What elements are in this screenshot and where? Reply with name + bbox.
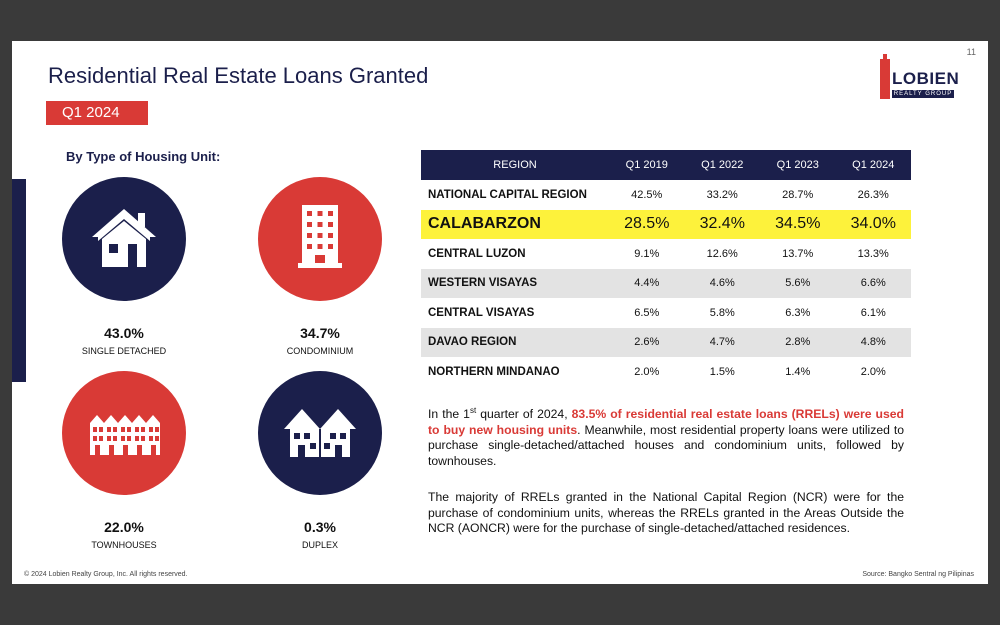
cell-value: 4.6%	[684, 268, 760, 298]
column-header-q1-2019: Q1 2019	[609, 150, 685, 180]
region-name: CENTRAL VISAYAS	[421, 298, 609, 328]
cell-value: 2.0%	[835, 357, 911, 387]
slide: 11 Residential Real Estate Loans Granted…	[12, 41, 988, 584]
townhouses-icon	[62, 371, 186, 495]
table-row: DAVAO REGION 2.6% 4.7% 2.8% 4.8%	[421, 327, 911, 357]
paragraph-text: quarter of 2024,	[476, 407, 572, 422]
company-logo: LOBIEN REALTY GROUP	[878, 54, 960, 101]
cell-value: 13.7%	[760, 239, 836, 269]
house-icon	[62, 177, 186, 301]
housing-unit-single-detached: 43.0% SINGLE DETACHED	[44, 177, 204, 356]
cell-value: 2.0%	[609, 357, 685, 387]
highlighted-statement: 83.5% of residential real estate loans (…	[428, 407, 904, 437]
table-header-row: REGION Q1 2019 Q1 2022 Q1 2023 Q1 2024	[421, 150, 911, 180]
summary-paragraph-1: In the 1st quarter of 2024, 83.5% of res…	[428, 403, 904, 469]
table-row: CENTRAL LUZON 9.1% 12.6% 13.7% 13.3%	[421, 239, 911, 269]
region-share-table: REGION Q1 2019 Q1 2022 Q1 2023 Q1 2024 N…	[421, 150, 911, 387]
cell-value: 6.5%	[609, 298, 685, 328]
housing-unit-townhouses: 22.0% TOWNHOUSES	[44, 371, 204, 550]
region-name: WESTERN VISAYAS	[421, 268, 609, 298]
paragraph-text: In the 1	[428, 407, 470, 422]
cell-value: 6.1%	[835, 298, 911, 328]
housing-unit-condominium: 34.7% CONDOMINIUM	[240, 177, 400, 356]
copyright-footer: © 2024 Lobien Realty Group, Inc. All rig…	[24, 571, 188, 578]
unit-label: SINGLE DETACHED	[81, 346, 167, 356]
cell-value: 2.6%	[609, 327, 685, 357]
region-name: CALABARZON	[421, 209, 609, 239]
unit-percent: 0.3%	[304, 519, 336, 535]
cell-value: 26.3%	[835, 180, 911, 210]
duplex-icon	[258, 371, 382, 495]
cell-value: 6.6%	[835, 268, 911, 298]
cell-value: 2.8%	[760, 327, 836, 357]
paragraph-text: . Meanwhile, most residential property l…	[428, 422, 904, 468]
housing-type-heading: By Type of Housing Unit:	[66, 149, 221, 164]
cell-value: 9.1%	[609, 239, 685, 269]
region-name: CENTRAL LUZON	[421, 239, 609, 269]
table-row: CENTRAL VISAYAS 6.5% 5.8% 6.3% 6.1%	[421, 298, 911, 328]
cell-value: 12.6%	[684, 239, 760, 269]
region-name: NORTHERN MINDANAO	[421, 357, 609, 387]
table-row: WESTERN VISAYAS 4.4% 4.6% 5.6% 6.6%	[421, 268, 911, 298]
cell-value: 33.2%	[684, 180, 760, 210]
quarter-badge: Q1 2024	[46, 101, 148, 125]
logo-name: LOBIEN	[892, 69, 960, 88]
unit-label: DUPLEX	[301, 540, 338, 550]
unit-percent: 22.0%	[104, 519, 144, 535]
unit-percent: 43.0%	[104, 325, 144, 341]
page-title: Residential Real Estate Loans Granted	[48, 63, 429, 88]
cell-value: 32.4%	[684, 209, 760, 239]
region-name: NATIONAL CAPITAL REGION	[421, 180, 609, 210]
page-number: 11	[966, 47, 976, 57]
unit-percent: 34.7%	[300, 325, 340, 341]
cell-value: 13.3%	[835, 239, 911, 269]
logo-tagline: REALTY GROUP	[892, 90, 954, 98]
cell-value: 34.5%	[760, 209, 836, 239]
unit-label: CONDOMINIUM	[286, 346, 354, 356]
cell-value: 28.5%	[609, 209, 685, 239]
building-icon	[258, 177, 382, 301]
region-name: DAVAO REGION	[421, 327, 609, 357]
cell-value: 34.0%	[835, 209, 911, 239]
table-row: NORTHERN MINDANAO 2.0% 1.5% 1.4% 2.0%	[421, 357, 911, 387]
source-footer: Source: Bangko Sentral ng Pilipinas	[862, 571, 974, 578]
column-header-q1-2022: Q1 2022	[684, 150, 760, 180]
housing-unit-duplex: 0.3% DUPLEX	[240, 371, 400, 550]
column-header-q1-2023: Q1 2023	[760, 150, 836, 180]
column-header-region: REGION	[421, 150, 609, 180]
cell-value: 5.8%	[684, 298, 760, 328]
cell-value: 1.5%	[684, 357, 760, 387]
cell-value: 6.3%	[760, 298, 836, 328]
table-row: NATIONAL CAPITAL REGION 42.5% 33.2% 28.7…	[421, 180, 911, 210]
unit-label: TOWNHOUSES	[91, 540, 157, 550]
cell-value: 42.5%	[609, 180, 685, 210]
cell-value: 4.8%	[835, 327, 911, 357]
cell-value: 4.7%	[684, 327, 760, 357]
summary-paragraph-2: The majority of RRELs granted in the Nat…	[428, 490, 904, 535]
ordinal-suffix: st	[469, 406, 477, 415]
cell-value: 28.7%	[760, 180, 836, 210]
logo-building-icon	[880, 54, 890, 99]
column-header-q1-2024: Q1 2024	[835, 150, 911, 180]
side-accent-bar	[12, 179, 26, 382]
cell-value: 4.4%	[609, 268, 685, 298]
cell-value: 1.4%	[760, 357, 836, 387]
cell-value: 5.6%	[760, 268, 836, 298]
table-row-highlighted: CALABARZON 28.5% 32.4% 34.5% 34.0%	[421, 209, 911, 239]
